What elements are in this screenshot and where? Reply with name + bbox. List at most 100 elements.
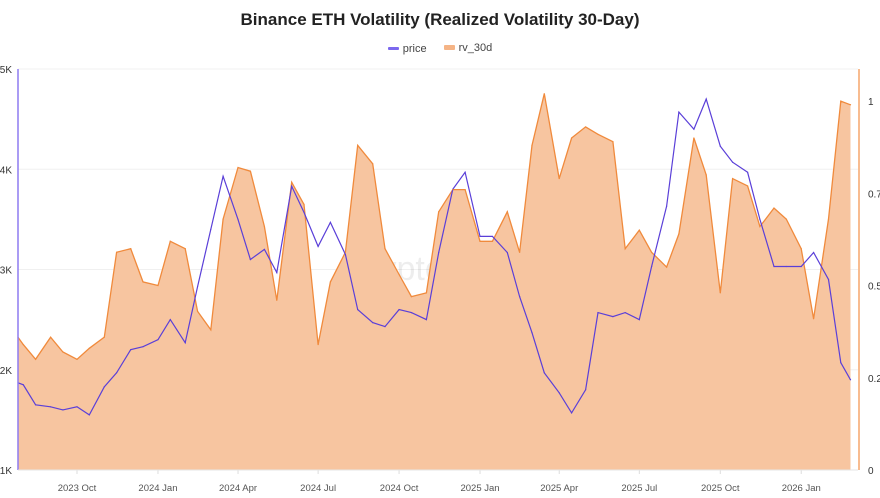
price-point [130, 349, 132, 351]
rv-30d-point [317, 343, 319, 346]
rv-30d-point [491, 240, 493, 242]
price-point [531, 332, 533, 334]
y-left-tick-label: 5K [0, 65, 12, 76]
rv-30d-point [384, 248, 386, 250]
price-point [624, 312, 626, 314]
price-point [329, 221, 332, 223]
x-tick-label: 2025 Apr [540, 483, 578, 494]
price-point [773, 265, 775, 268]
x-tick-label: 2025 Oct [701, 483, 740, 494]
price-point [840, 362, 842, 364]
price-point [678, 111, 680, 113]
price-point [519, 295, 521, 298]
rv-30d-point [237, 166, 239, 169]
price-point [291, 185, 293, 187]
x-tick-label: 2026 Jan [782, 483, 821, 494]
price-point [812, 251, 815, 254]
price-point [196, 285, 199, 288]
rv-30d-point [62, 351, 64, 353]
price-point [317, 245, 319, 248]
rv-30d-point [651, 251, 653, 253]
legend-swatch-rv-30d [443, 45, 455, 50]
price-point [746, 171, 749, 173]
rv-30d-point [597, 133, 599, 135]
rv-30d-point [678, 233, 680, 235]
y-left-tick-label: 3K [0, 266, 12, 277]
price-point [638, 319, 640, 321]
y-right-tick-label: 0.75 [868, 189, 880, 200]
rv-30d-point [840, 100, 842, 102]
rv-30d-point [773, 207, 775, 209]
x-tick-label: 2024 Oct [380, 483, 419, 494]
price-point [558, 392, 560, 394]
rv-30d-point [35, 358, 37, 360]
rv-30d-point [452, 189, 454, 191]
price-point [800, 265, 802, 268]
price-point [142, 346, 144, 348]
rv-30d-point [210, 329, 212, 331]
price-point [759, 218, 761, 220]
rv-30d-point [76, 358, 78, 360]
rv-30d-point [666, 266, 668, 268]
rv-30d-point [88, 347, 90, 349]
rv-30d-point [357, 144, 359, 146]
price-point [88, 414, 90, 416]
rv-30d-point [585, 126, 587, 128]
price-point [184, 342, 186, 344]
rv-30d-point [759, 225, 761, 228]
price-point [103, 386, 105, 388]
price-point [237, 218, 239, 220]
rv-30d-point [196, 310, 199, 312]
rv-30d-point [130, 248, 132, 250]
rv-30d-point [184, 248, 186, 250]
legend-item-price[interactable]: price [387, 42, 427, 55]
price-point [263, 248, 266, 251]
rv-30d-point [329, 281, 332, 283]
price-point [570, 412, 573, 414]
y-right-tick-label: 1 [868, 97, 874, 108]
price-point [425, 319, 427, 321]
price-point [62, 409, 64, 411]
price-point [479, 235, 481, 238]
y-left-tick-label: 4K [0, 165, 12, 176]
rv-30d-point [624, 248, 626, 250]
rv-30d-point [157, 284, 159, 287]
legend-swatch-price [387, 47, 399, 50]
rv-30d-point [398, 273, 400, 276]
rv-30d-point [827, 218, 830, 220]
price-point [169, 319, 171, 321]
rv-30d-point [746, 185, 749, 187]
rv-30d-point [50, 336, 52, 338]
rv-30d-area [18, 93, 851, 470]
rv-30d-point [263, 225, 266, 228]
rv-30d-point [303, 203, 305, 205]
y-right-tick-label: 0 [868, 466, 874, 477]
rv-30d-point [142, 281, 144, 283]
rv-30d-point [719, 292, 721, 294]
rv-30d-point [249, 170, 251, 172]
price-point [398, 309, 400, 311]
price-point [249, 258, 251, 261]
price-point [344, 253, 346, 256]
rv-30d-point [732, 177, 734, 180]
x-tick-label: 2024 Jul [300, 483, 336, 494]
rv-30d-point [344, 251, 346, 253]
price-point [732, 161, 734, 163]
price-point [651, 265, 653, 268]
price-point [464, 171, 466, 173]
x-tick-label: 2024 Jan [138, 483, 177, 494]
legend-label-price: price [402, 42, 427, 55]
rv-30d-point [506, 211, 508, 213]
legend-item-rv-30d[interactable]: rv_30d [443, 41, 493, 54]
rv-30d-point [785, 218, 787, 220]
price-point [705, 98, 707, 100]
price-point [543, 372, 545, 374]
price-point [585, 389, 587, 391]
rv-30d-point [425, 292, 427, 294]
rv-30d-point [22, 343, 24, 346]
legend-label-rv-30d: rv_30d [458, 41, 493, 54]
rv-30d-point [812, 318, 815, 320]
price-point [50, 406, 52, 408]
price-point [785, 265, 787, 268]
price-point [116, 372, 118, 374]
